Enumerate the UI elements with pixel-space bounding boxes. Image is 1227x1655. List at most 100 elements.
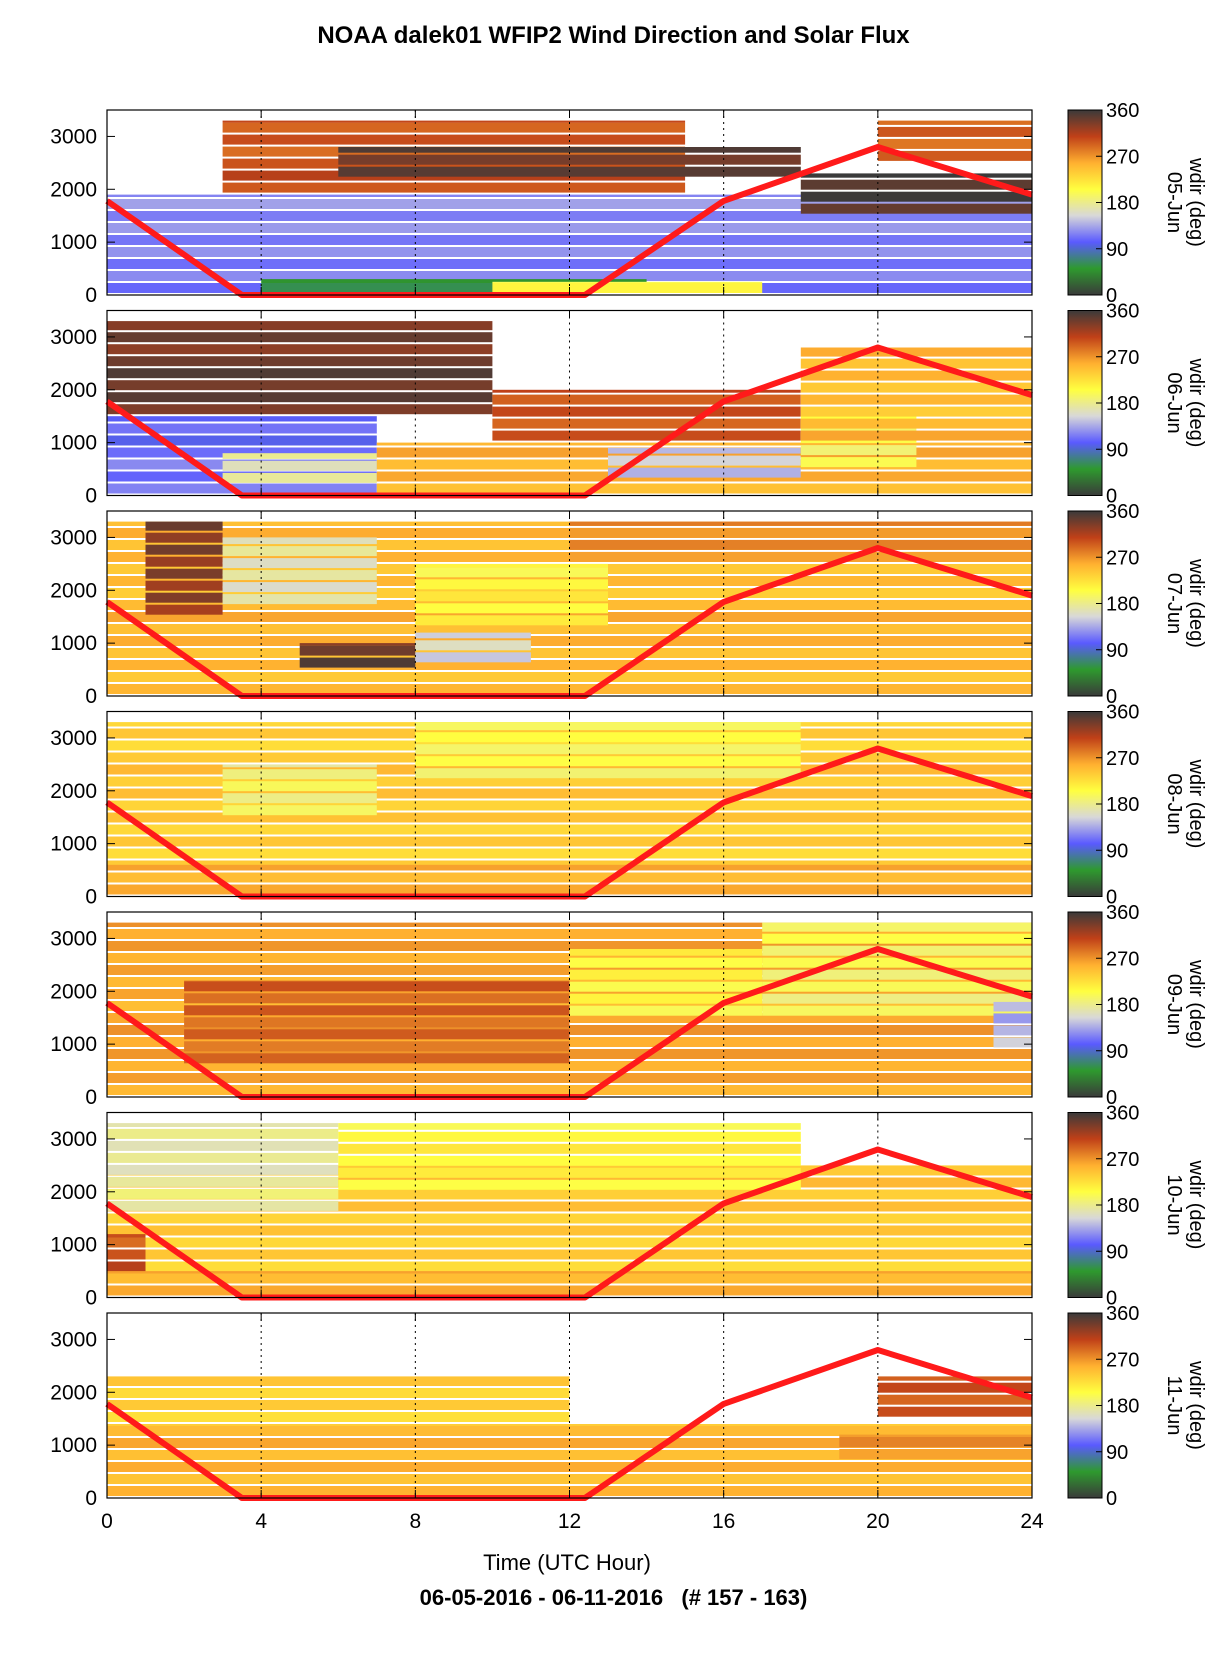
heatmap-cell xyxy=(415,652,531,663)
heatmap-cell xyxy=(222,570,377,581)
heatmap-cell xyxy=(222,546,377,557)
heatmap-cell xyxy=(107,392,493,403)
heatmap-cell xyxy=(145,580,223,591)
heatmap-region xyxy=(145,521,223,615)
heatmap-cell xyxy=(145,521,223,531)
panel-08-Jun: 0 1000 2000 3000 0 90 180 270 360 wdir (deg)08-Ju… xyxy=(50,702,1207,909)
heatmap-cell xyxy=(415,579,608,590)
heatmap-cell xyxy=(415,640,531,651)
heatmap-cell xyxy=(107,1201,1032,1212)
heatmap-cell xyxy=(376,483,1032,494)
heatmap-cell xyxy=(107,1388,570,1398)
heatmap-cell xyxy=(107,356,493,367)
heatmap-cell xyxy=(877,1382,1032,1393)
heatmap-cell xyxy=(415,768,801,779)
heatmap-cell xyxy=(107,483,377,494)
colorbar-tick-label: 180 xyxy=(1106,594,1139,616)
heatmap-cell xyxy=(800,179,1033,190)
heatmap-region xyxy=(877,120,1032,161)
colorbar-tick-label: 0 xyxy=(1106,1288,1117,1310)
heatmap-cell xyxy=(993,1001,1032,1012)
colorbar-tick-label: 0 xyxy=(1106,686,1117,708)
colorbar-tick-label: 180 xyxy=(1106,995,1139,1017)
heatmap-cell xyxy=(415,567,608,578)
heatmap-cell xyxy=(762,957,1032,968)
colorbar-tick-label: 270 xyxy=(1106,347,1139,369)
y-tick-label: 2000 xyxy=(50,980,97,1003)
panel-date-label: 07-Jun xyxy=(1163,573,1185,634)
heatmap-region xyxy=(492,389,801,441)
heatmap-region xyxy=(569,949,763,1016)
heatmap-region xyxy=(299,643,416,668)
heatmap-cell xyxy=(877,1394,1032,1405)
chart-title: NOAA dalek01 WFIP2 Wind Direction and So… xyxy=(317,22,910,49)
panel-11-Jun: 0 1000 2000 3000 0 90 180 270 360 wdir (deg)11-Ju… xyxy=(50,1303,1207,1533)
heatmap-cell xyxy=(800,406,1033,417)
heatmap-cell xyxy=(492,430,801,441)
heatmap-cell xyxy=(184,1053,570,1064)
heatmap-cell xyxy=(222,558,377,569)
heatmap-cell xyxy=(222,122,686,133)
heatmap-cell xyxy=(261,279,647,283)
heatmap-cell xyxy=(184,1029,570,1040)
colorbar-label: wdir (deg) xyxy=(1185,759,1207,849)
colorbar-tick-label: 0 xyxy=(1106,486,1117,508)
heatmap-cell xyxy=(222,769,377,780)
heatmap-cell xyxy=(877,150,1032,161)
heatmap-cell xyxy=(107,211,1032,221)
x-tick-label: 20 xyxy=(866,1510,889,1533)
heatmap-region xyxy=(415,632,531,663)
heatmap-cell xyxy=(107,1424,1032,1426)
colorbar-tick-label: 360 xyxy=(1106,301,1139,323)
heatmap-cell xyxy=(376,442,1032,446)
colorbar-label: wdir (deg) xyxy=(1185,1160,1207,1250)
x-tick-label: 12 xyxy=(558,1510,581,1533)
heatmap-region xyxy=(184,980,570,1064)
y-tick-label: 0 xyxy=(85,1287,97,1310)
heatmap-cell xyxy=(569,993,763,1004)
colorbar-label: wdir (deg) xyxy=(1185,959,1207,1049)
heatmap-cell xyxy=(762,981,1032,992)
colorbar-tick-label: 270 xyxy=(1106,948,1139,970)
heatmap-cell xyxy=(569,957,763,968)
heatmap-cell xyxy=(145,568,223,579)
colorbar-tick-label: 270 xyxy=(1106,1149,1139,1171)
heatmap-cell xyxy=(492,389,801,393)
heatmap-cell xyxy=(222,472,377,483)
heatmap-cell xyxy=(569,521,1032,526)
heatmap-cell xyxy=(800,382,1033,393)
colorbar: 0 90 180 270 360 wdir (deg)09-Jun xyxy=(1067,902,1207,1109)
heatmap-cell xyxy=(107,1271,1032,1274)
heatmap-region xyxy=(261,279,647,293)
y-tick-label: 3000 xyxy=(50,326,97,349)
heatmap-cell xyxy=(107,648,1032,658)
heatmap-cell xyxy=(569,527,1032,538)
heatmap-cell xyxy=(800,358,1033,369)
panel-07-Jun: 0 1000 2000 3000 0 90 180 270 360 wdir (deg)07-Ju… xyxy=(50,501,1207,708)
heatmap-cell xyxy=(299,657,416,668)
colorbar-tick-label: 90 xyxy=(1106,840,1128,862)
heatmap-cell xyxy=(800,370,1033,381)
solar-flux-line xyxy=(105,1146,1033,1301)
heatmap-cell xyxy=(415,732,801,743)
heatmap-cell xyxy=(492,281,763,283)
colorbar-tick-label: 270 xyxy=(1106,748,1139,770)
colorbar-tick-label: 180 xyxy=(1106,1396,1139,1418)
colorbar-tick-label: 360 xyxy=(1106,1303,1139,1325)
colorbar-label: wdir (deg) xyxy=(1185,558,1207,648)
heatmap-cell xyxy=(107,1462,1032,1472)
heatmap-cell xyxy=(107,1426,1032,1436)
heatmap-cell xyxy=(107,1273,1032,1284)
solar-flux-line xyxy=(105,144,1033,298)
heatmap-cell xyxy=(107,1123,339,1127)
heatmap-cell xyxy=(877,1376,1032,1381)
colorbar-label: wdir (deg) xyxy=(1185,1360,1207,1450)
x-tick-label: 8 xyxy=(409,1510,421,1533)
heatmap-cell xyxy=(107,812,1032,823)
heatmap-cell xyxy=(762,1005,1032,1016)
y-tick-label: 2000 xyxy=(50,178,97,201)
heatmap-cell xyxy=(107,1412,570,1422)
heatmap-region xyxy=(222,453,377,483)
heatmap-cell xyxy=(222,594,377,605)
heatmap-cell xyxy=(107,1438,1032,1448)
